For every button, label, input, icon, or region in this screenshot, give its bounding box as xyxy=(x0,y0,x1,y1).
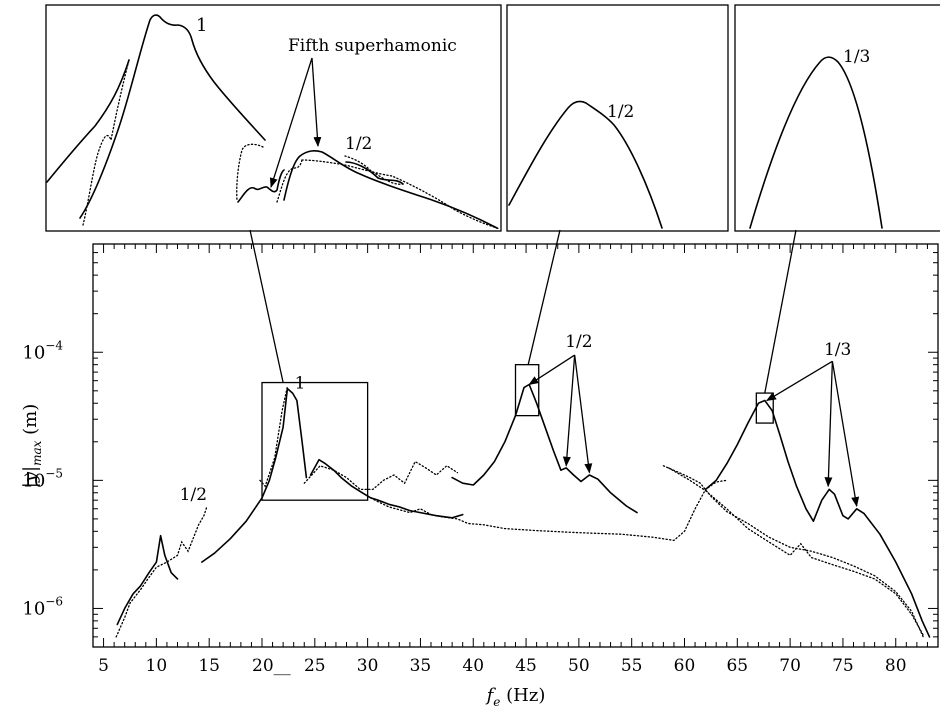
inset-1-label-half: 1/2 xyxy=(345,134,372,154)
x-tick-label-5: 30 xyxy=(357,656,379,676)
series-layer xyxy=(115,383,931,638)
y-tick-base: 10 xyxy=(22,598,45,619)
inset-link-1 xyxy=(249,229,284,383)
inset-1-dotted-curve-e xyxy=(301,159,501,230)
y-tick-exp: −5 xyxy=(45,466,63,480)
inset-1-solid-curve-d xyxy=(283,150,498,229)
y-axis-label: |y|max (m) xyxy=(20,404,44,488)
inset-link-2 xyxy=(527,229,561,365)
inset-1-label-fifth: Fifth superhamonic xyxy=(288,36,457,56)
inset-1-solid-curve-c xyxy=(237,169,285,203)
y-tick-base: 10 xyxy=(22,470,45,491)
x-tick-label-4: 25 xyxy=(304,656,326,676)
inset-1-solid-curve-e xyxy=(345,161,404,185)
arrow-half-1 xyxy=(562,355,576,467)
inset-2-label-half: 1/2 xyxy=(607,102,634,122)
y-axis-label-unit: (m) xyxy=(20,404,41,441)
y-tick-label-0: 10−6 xyxy=(22,594,63,619)
inset-1-solid-curve-a xyxy=(46,59,130,183)
inset-3-label-third: 1/3 xyxy=(843,47,870,67)
series-dotted-segment-2 xyxy=(303,460,459,491)
inset-panel-1: 1 Fifth superhamonic 1/2 xyxy=(45,4,502,232)
inset-1-dotted-curve-b xyxy=(236,143,264,201)
inset-1-dotted-curve-c xyxy=(276,159,303,203)
zoom-box-1 xyxy=(261,381,369,501)
x-axis-label-sub: e xyxy=(493,695,500,709)
series-solid-segment-3 xyxy=(451,383,638,514)
y-axis-label-main: |y| xyxy=(20,466,41,488)
x-axis-label: fe (Hz) xyxy=(485,685,546,709)
inset-2-curve xyxy=(508,100,663,229)
x-tick-label-9: 50 xyxy=(568,656,590,676)
inset-1-dotted-curve-a xyxy=(82,59,130,226)
x-tick-label-3: 20__ xyxy=(252,656,291,676)
x-tick-label-7: 40 xyxy=(462,656,484,676)
x-tick-label-8: 45 xyxy=(515,656,537,676)
series-solid-segment-4 xyxy=(704,399,931,638)
x-tick-label-6: 35 xyxy=(410,656,432,676)
x-tick-labels: 5 10 15 20__ 25 30 35 40 45 50 55 60 65 70 75 80 xyxy=(98,656,906,676)
series-solid-segment-0 xyxy=(116,534,179,626)
x-tick-label-11: 60 xyxy=(674,656,696,676)
tick-marks xyxy=(92,243,939,648)
y-tick-label-2: 10−4 xyxy=(22,338,63,363)
x-tick-label-1: 10 xyxy=(146,656,168,676)
series-solid-segment-2 xyxy=(309,458,464,519)
arrow-third-0 xyxy=(766,360,833,402)
annotation-3: 1/3 xyxy=(824,340,851,360)
y-tick-exp: −4 xyxy=(45,338,63,352)
inset-1-arrow-fifth-right xyxy=(311,57,322,147)
inset-panel-2: 1/2 xyxy=(506,4,729,232)
zoom-box-2 xyxy=(514,364,540,417)
x-tick-label-15: 80 xyxy=(885,656,907,676)
y-axis-label-sub: max xyxy=(30,440,44,466)
annotation-0: 1/2 xyxy=(180,485,207,505)
main-annotations: 1/2 1 1/2 1/3 xyxy=(180,332,860,508)
y-tick-label-1: 10−5 xyxy=(22,466,63,491)
inset-frame-3 xyxy=(734,4,940,232)
inset-1-arrow-fifth-left xyxy=(269,57,313,188)
inset-panel-3: 1/3 xyxy=(734,4,940,232)
y-tick-base: 10 xyxy=(22,342,45,363)
x-tick-label-14: 75 xyxy=(832,656,854,676)
series-solid-segment-1 xyxy=(201,387,308,563)
inset-frame-1 xyxy=(45,4,502,232)
y-tick-labels: 10−610−510−4 xyxy=(22,338,63,619)
series-dotted-segment-1 xyxy=(259,385,289,488)
x-tick-label-0: 5 xyxy=(98,656,109,676)
inset-1-dotted-curve-f xyxy=(344,155,404,185)
series-dotted-segment-0 xyxy=(115,505,208,638)
series-dotted-segment-4 xyxy=(662,465,924,638)
series-dotted-segment-5 xyxy=(668,467,924,636)
arrow-third-1 xyxy=(824,361,834,488)
inset-1-label-1: 1 xyxy=(196,15,207,36)
zoom-boxes xyxy=(261,364,774,501)
series-dotted-segment-3 xyxy=(366,479,728,542)
x-tick-label-13: 70 xyxy=(779,656,801,676)
pointer-lines xyxy=(249,229,797,394)
plot-frame xyxy=(92,243,939,648)
x-axis-label-unit: (Hz) xyxy=(500,685,545,706)
y-tick-exp: −6 xyxy=(45,594,63,608)
inset-link-3 xyxy=(764,229,797,394)
annotation-1: 1 xyxy=(295,374,306,394)
main-plot: 1/2 1 1/2 1/3 5 10 15 20__ 25 30 35 40 45 50 55 60 65 70… xyxy=(22,229,939,676)
x-tick-label-2: 15 xyxy=(198,656,220,676)
x-tick-label-10: 55 xyxy=(621,656,643,676)
arrow-half-2 xyxy=(574,355,593,474)
arrow-third-2 xyxy=(831,361,860,508)
inset-3-curve xyxy=(749,56,883,229)
annotation-2: 1/2 xyxy=(565,332,592,352)
arrow-half-0 xyxy=(528,354,576,386)
inset-frame-2 xyxy=(506,4,729,232)
x-tick-label-12: 65 xyxy=(726,656,748,676)
inset-1-solid-curve-b xyxy=(79,14,266,219)
